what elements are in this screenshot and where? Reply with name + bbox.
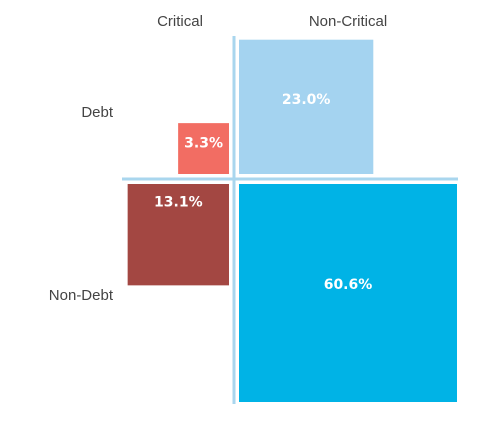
quadrant-cells: 3.3% 23.0% 13.1% 60.6%	[127, 39, 457, 402]
column-label-non-critical: Non-Critical	[309, 13, 387, 30]
cell-non-debt-critical	[127, 184, 229, 286]
value-label-debt-non-critical: 23.0%	[282, 92, 331, 108]
value-label-debt-critical: 3.3%	[184, 136, 223, 152]
column-label-critical: Critical	[157, 13, 203, 30]
cell-debt-critical	[178, 123, 229, 174]
cell-debt-non-critical	[239, 39, 374, 175]
row-label-debt: Debt	[81, 104, 114, 121]
value-label-non-debt-non-critical: 60.6%	[324, 277, 373, 293]
quadrant-dividers	[122, 36, 458, 404]
value-label-non-debt-critical: 13.1%	[154, 195, 203, 211]
cell-non-debt-non-critical	[239, 184, 457, 402]
row-label-non-debt: Non-Debt	[49, 287, 114, 304]
